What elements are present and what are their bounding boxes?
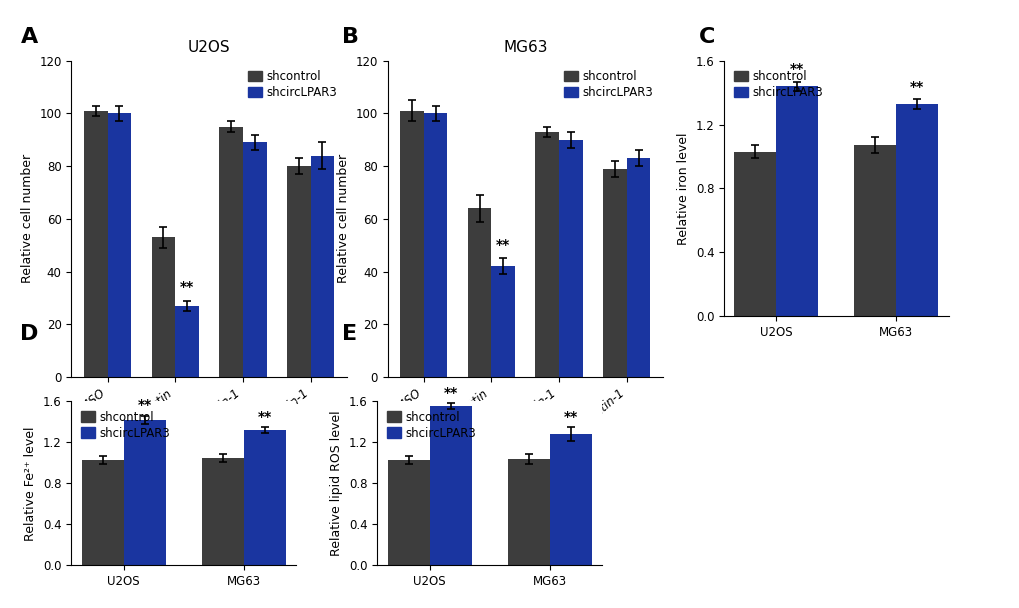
Bar <box>775 86 817 316</box>
Text: **: ** <box>495 238 510 252</box>
Text: C: C <box>698 27 714 47</box>
Title: U2OS: U2OS <box>187 41 230 55</box>
Bar <box>549 434 591 565</box>
Bar <box>244 430 285 565</box>
Bar <box>468 209 491 377</box>
Y-axis label: Relative cell number: Relative cell number <box>20 154 34 283</box>
Bar <box>854 145 896 316</box>
Text: **: ** <box>443 386 458 400</box>
Title: MG63: MG63 <box>502 41 547 55</box>
Bar <box>734 152 775 316</box>
Bar <box>286 166 311 377</box>
Bar <box>202 458 244 565</box>
Bar <box>896 104 937 316</box>
Legend: shcontrol, shcircLPAR3: shcontrol, shcircLPAR3 <box>730 67 826 103</box>
Bar <box>243 142 266 377</box>
Bar <box>123 420 165 565</box>
Bar <box>429 406 471 565</box>
Text: **: ** <box>257 410 271 424</box>
Bar <box>491 266 515 377</box>
Bar <box>602 169 627 377</box>
Bar <box>219 126 243 377</box>
Legend: shcontrol, shcircLPAR3: shcontrol, shcircLPAR3 <box>244 67 340 103</box>
Text: E: E <box>341 325 357 345</box>
Bar <box>399 111 423 377</box>
Bar <box>387 460 429 565</box>
Text: **: ** <box>138 398 152 412</box>
Bar <box>558 140 582 377</box>
Text: A: A <box>20 27 38 47</box>
Bar <box>423 114 447 377</box>
Bar <box>175 306 199 377</box>
Text: **: ** <box>909 80 923 94</box>
Y-axis label: Relative iron level: Relative iron level <box>677 132 690 245</box>
Y-axis label: Relative lipid ROS level: Relative lipid ROS level <box>330 410 343 556</box>
Text: D: D <box>20 325 39 345</box>
Bar <box>152 237 175 377</box>
Bar <box>627 158 650 377</box>
Legend: shcontrol, shcircLPAR3: shcontrol, shcircLPAR3 <box>559 67 656 103</box>
Text: B: B <box>341 27 359 47</box>
Bar <box>311 156 334 377</box>
Bar <box>107 114 131 377</box>
Legend: shcontrol, shcircLPAR3: shcontrol, shcircLPAR3 <box>77 407 174 443</box>
Text: **: ** <box>562 410 577 424</box>
Y-axis label: Relative cell number: Relative cell number <box>336 154 350 283</box>
Legend: shcontrol, shcircLPAR3: shcontrol, shcircLPAR3 <box>383 407 480 443</box>
Text: **: ** <box>790 63 804 77</box>
Bar <box>84 111 107 377</box>
Bar <box>535 132 558 377</box>
Y-axis label: Relative Fe²⁺ level: Relative Fe²⁺ level <box>24 426 38 541</box>
Bar <box>82 460 123 565</box>
Bar <box>507 458 549 565</box>
Text: **: ** <box>179 280 194 294</box>
